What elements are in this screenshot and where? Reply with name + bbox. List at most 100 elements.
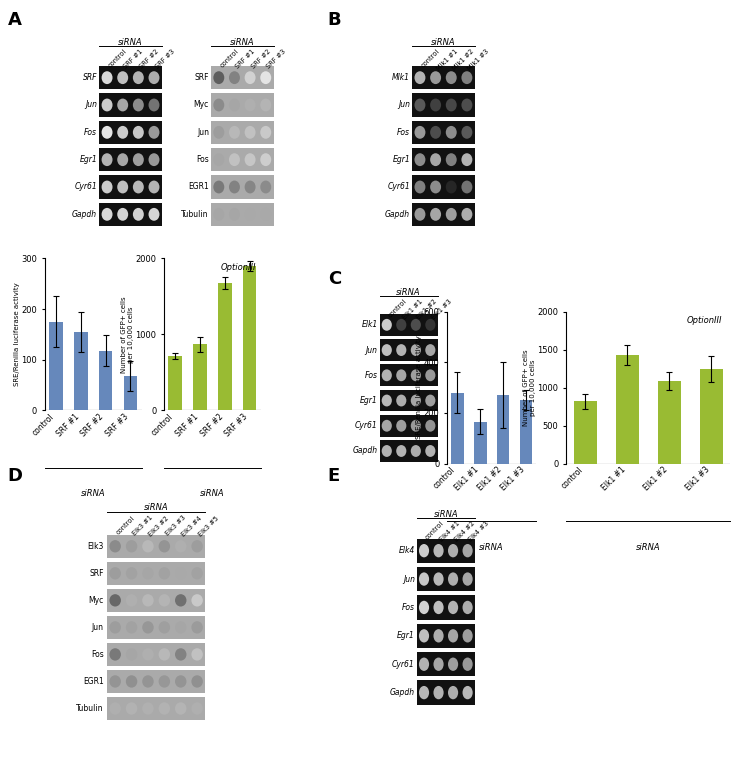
Ellipse shape: [213, 126, 224, 139]
Bar: [416, 539, 475, 563]
Ellipse shape: [101, 126, 112, 139]
Ellipse shape: [410, 369, 421, 382]
Ellipse shape: [381, 445, 392, 457]
Ellipse shape: [110, 567, 121, 579]
Text: siRNA: siRNA: [200, 489, 225, 499]
Text: Elk4: Elk4: [399, 546, 415, 555]
Ellipse shape: [463, 600, 472, 614]
Text: OptionIII: OptionIII: [686, 316, 722, 325]
Text: Tubulin: Tubulin: [181, 210, 209, 219]
Text: SRF #3: SRF #3: [266, 49, 287, 70]
Bar: [168, 356, 182, 410]
Ellipse shape: [244, 99, 256, 112]
Ellipse shape: [159, 648, 170, 660]
Text: D: D: [7, 467, 22, 486]
Text: Mlk1: Mlk1: [392, 73, 410, 82]
Text: Elk3 #2: Elk3 #2: [148, 515, 171, 537]
Y-axis label: SRE/Renilla luciferase activity: SRE/Renilla luciferase activity: [416, 336, 422, 439]
Text: Fos: Fos: [402, 603, 415, 612]
Ellipse shape: [148, 99, 159, 112]
Bar: [658, 381, 681, 464]
Ellipse shape: [425, 394, 435, 407]
Text: siRNA: siRNA: [479, 543, 504, 552]
Ellipse shape: [396, 394, 406, 407]
Ellipse shape: [425, 344, 435, 356]
Ellipse shape: [142, 702, 153, 714]
Ellipse shape: [229, 208, 240, 220]
Ellipse shape: [126, 540, 137, 553]
Bar: [98, 350, 112, 410]
Text: Elk3 #3: Elk3 #3: [165, 515, 187, 537]
Ellipse shape: [213, 208, 224, 220]
Ellipse shape: [117, 99, 128, 112]
Ellipse shape: [126, 702, 137, 714]
Text: B: B: [328, 11, 341, 30]
Ellipse shape: [461, 71, 472, 84]
Bar: [700, 369, 723, 464]
Ellipse shape: [142, 648, 153, 660]
Ellipse shape: [148, 208, 159, 220]
Text: Cyr61: Cyr61: [392, 660, 415, 669]
Ellipse shape: [213, 181, 224, 194]
Ellipse shape: [396, 344, 406, 356]
Ellipse shape: [110, 540, 121, 553]
Ellipse shape: [191, 594, 203, 606]
Bar: [193, 344, 207, 410]
Ellipse shape: [142, 567, 153, 579]
Bar: [474, 422, 486, 464]
Ellipse shape: [396, 420, 406, 432]
Text: E: E: [328, 467, 340, 486]
Ellipse shape: [126, 648, 137, 660]
Ellipse shape: [175, 648, 186, 660]
Bar: [379, 365, 437, 386]
Bar: [497, 395, 510, 464]
Ellipse shape: [430, 208, 441, 220]
Bar: [99, 121, 162, 144]
Text: siRNA: siRNA: [144, 503, 168, 512]
Ellipse shape: [159, 676, 170, 688]
Text: Mlk1 #1: Mlk1 #1: [436, 49, 459, 72]
Text: Elk1: Elk1: [361, 320, 378, 329]
Ellipse shape: [419, 544, 429, 557]
Ellipse shape: [142, 540, 153, 553]
Text: siRNA: siRNA: [118, 38, 143, 47]
Ellipse shape: [419, 657, 429, 671]
Ellipse shape: [419, 629, 429, 642]
Text: EGR1: EGR1: [188, 182, 209, 192]
Ellipse shape: [448, 629, 458, 642]
Ellipse shape: [461, 181, 472, 194]
Text: Jun: Jun: [366, 346, 378, 355]
Text: OptionIII: OptionIII: [221, 263, 256, 272]
Ellipse shape: [425, 445, 435, 457]
Ellipse shape: [260, 208, 271, 220]
Text: control: control: [107, 49, 127, 69]
Ellipse shape: [244, 71, 256, 84]
Ellipse shape: [419, 600, 429, 614]
Ellipse shape: [244, 208, 256, 220]
Ellipse shape: [191, 567, 203, 579]
Ellipse shape: [126, 676, 137, 688]
Ellipse shape: [175, 567, 186, 579]
Text: Elk3 #4: Elk3 #4: [181, 515, 203, 537]
Ellipse shape: [381, 344, 392, 356]
Ellipse shape: [133, 181, 144, 194]
Ellipse shape: [101, 71, 112, 84]
Y-axis label: Number of GFP+ cells
per 10,000 cells: Number of GFP+ cells per 10,000 cells: [523, 350, 536, 426]
Ellipse shape: [244, 154, 256, 166]
Bar: [379, 415, 437, 436]
Ellipse shape: [396, 319, 406, 331]
Text: Cyr61: Cyr61: [74, 182, 97, 192]
Ellipse shape: [463, 657, 472, 671]
Text: C: C: [328, 270, 341, 288]
Ellipse shape: [148, 126, 159, 139]
Bar: [211, 66, 273, 90]
Bar: [574, 401, 597, 464]
Ellipse shape: [430, 99, 441, 112]
Bar: [99, 176, 162, 198]
Text: control: control: [420, 49, 440, 69]
Ellipse shape: [117, 208, 128, 220]
Text: Fos: Fos: [364, 371, 378, 380]
Ellipse shape: [101, 99, 112, 112]
Ellipse shape: [175, 621, 186, 634]
Text: Mlk1 #2: Mlk1 #2: [451, 49, 475, 72]
